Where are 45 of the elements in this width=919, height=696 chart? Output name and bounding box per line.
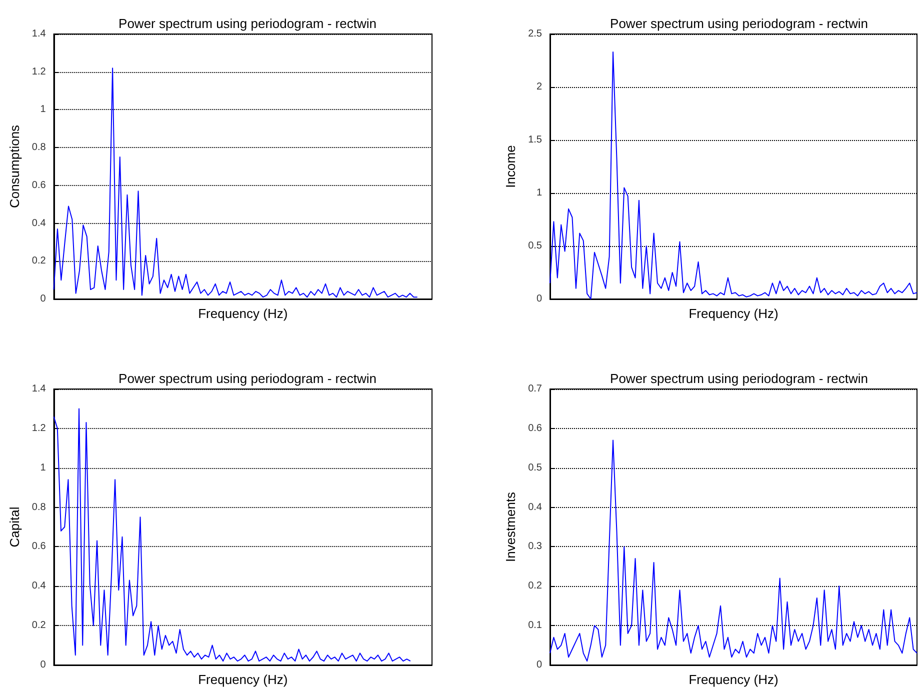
y-tick-label: 1.2 <box>32 66 46 78</box>
y-tick-label: 1 <box>536 188 542 198</box>
chart-title: Power spectrum using periodogram - rectwin <box>118 16 376 31</box>
y-tick-label: 0 <box>40 294 46 304</box>
y-tick-label: 0.3 <box>528 541 542 552</box>
x-axis-title: Frequency (Hz) <box>688 306 778 321</box>
line-series <box>550 440 918 662</box>
y-tick-label: 0.8 <box>32 502 46 513</box>
y-tick-label: 0.4 <box>32 218 46 229</box>
y-tick-label: 0.6 <box>528 422 542 434</box>
y-tick-label: 0.1 <box>528 620 542 632</box>
x-axis-title: Frequency (Hz) <box>688 672 778 687</box>
y-tick-label: 0.2 <box>528 580 542 592</box>
chart-title: Power spectrum using periodogram - rectwin <box>610 371 868 386</box>
y-tick-label: 0.2 <box>32 256 46 267</box>
y-tick-label: 0.4 <box>528 502 542 513</box>
y-tick-label: 0 <box>536 294 542 304</box>
chart-title: Power spectrum using periodogram - rectwin <box>118 371 376 386</box>
y-tick-label: 0.8 <box>32 142 46 154</box>
y-tick-label: 0 <box>536 660 542 670</box>
y-tick-label: 1.4 <box>32 384 46 394</box>
y-tick-label: 1 <box>40 462 46 474</box>
y-tick-label: 0 <box>40 660 46 670</box>
y-axis-title: Income <box>503 145 518 188</box>
y-axis-title: Capital <box>7 506 22 548</box>
y-tick-label: 0.2 <box>32 620 46 632</box>
y-tick-label: 2.5 <box>528 28 542 40</box>
y-tick-label: 0.6 <box>32 541 46 552</box>
y-tick-label: 1.5 <box>528 134 542 146</box>
y-axis-title: Investments <box>503 491 518 562</box>
y-tick-label: 0.4 <box>32 580 46 592</box>
y-tick-label: 0.5 <box>528 462 542 474</box>
x-axis-title: Frequency (Hz) <box>198 306 288 321</box>
y-axis-title: Consumptions <box>7 124 22 208</box>
y-tick-label: 1.2 <box>32 422 46 434</box>
y-tick-label: 1.4 <box>32 28 46 40</box>
y-tick-label: 2 <box>536 82 542 92</box>
chart-title: Power spectrum using periodogram - rectwin <box>610 16 868 31</box>
x-axis-title: Frequency (Hz) <box>198 672 288 687</box>
y-tick-label: 1 <box>40 104 46 116</box>
line-series <box>53 408 411 662</box>
y-tick-label: 0.6 <box>32 180 46 191</box>
line-series <box>53 68 418 298</box>
y-tick-label: 0.7 <box>528 384 542 394</box>
y-tick-label: 0.5 <box>528 240 542 252</box>
